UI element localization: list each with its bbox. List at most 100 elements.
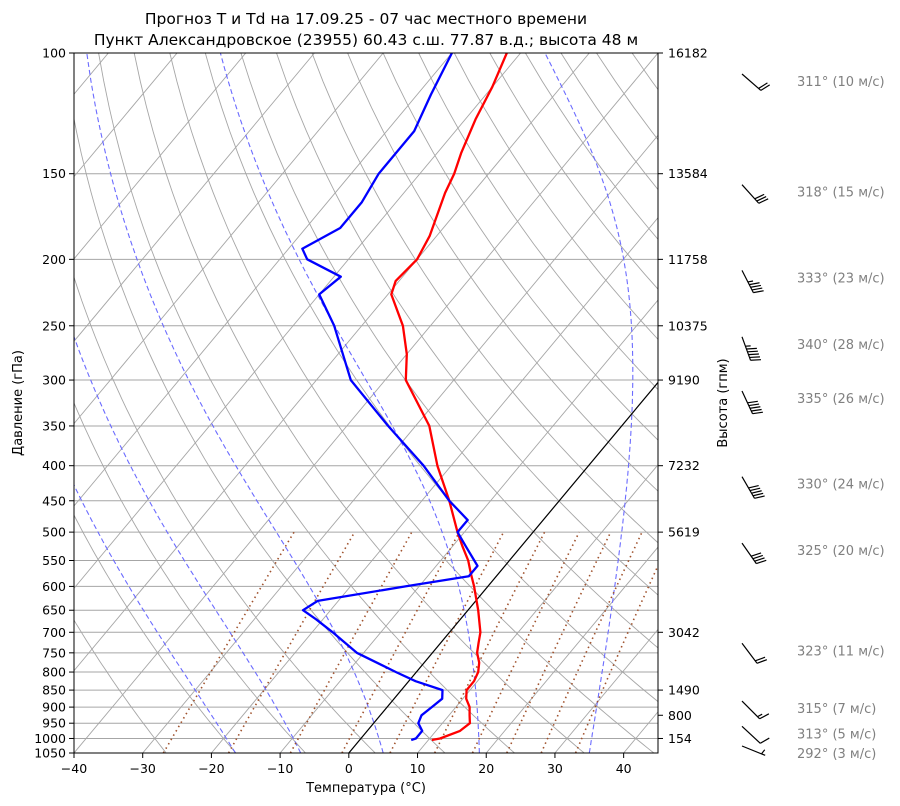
barb-flag [751,287,763,291]
temperature-line [390,53,508,742]
barb-flag [759,737,770,744]
pressure-tick-label: 100 [42,46,66,61]
barb-flag [749,282,760,286]
wind-label: 335° (26 м/с) [797,392,885,407]
wind-label: 330° (24 м/с) [797,478,885,493]
pressure-tick-label: 700 [42,625,66,640]
barb-staff [741,184,760,204]
x-tick-label: 40 [616,761,632,776]
pressure-tick-label: 350 [42,418,66,433]
x-tick-label: 10 [410,761,426,776]
dry-adiabat [453,53,658,340]
pressure-tick-label: 150 [42,166,66,181]
wind-label: 323° (11 м/с) [797,644,885,659]
barb-staff [741,270,754,293]
dry-adiabat [311,53,658,544]
isotherm [74,53,384,425]
isotherm [74,53,521,589]
barb-flag [752,411,763,415]
mixing-ratio-line [540,531,643,753]
profile-lines [301,53,658,753]
wind-barb [741,542,767,565]
barb-staff [741,642,758,664]
pressure-tick-label: 300 [42,373,66,388]
mixing-ratio-line [471,531,580,753]
moist-adiabat [74,483,236,753]
y-axis-label: Давление (гПа) [11,350,26,456]
height-tick-label: 154 [668,731,692,746]
isotherm [142,134,658,753]
pressure-tick-label: 600 [42,579,66,594]
mixing-ratio-line [574,563,658,753]
barb-flag [749,406,761,409]
barb-flag [747,350,758,353]
dry-adiabat [418,53,658,391]
dry-adiabat [74,514,237,753]
height-tick-label: 7232 [668,458,700,473]
dry-adiabat [276,53,658,596]
barb-flag [750,359,762,361]
barb-flag [758,82,768,89]
wind-label: 318° (15 м/с) [797,186,885,201]
dry-adiabat [169,53,655,753]
pressure-tick-label: 200 [42,252,66,267]
barb-flag [751,408,762,412]
moist-adiabat [219,53,480,753]
zero-isotherm-line [348,381,658,753]
barb-flag [758,198,769,204]
barb-staff [741,725,761,744]
wind-barb [741,390,763,415]
barb-half-flag [747,280,754,283]
wind-barb [741,336,762,361]
barb-flag [754,495,765,499]
mixing-ratio-line [289,531,413,753]
barb-flag [750,284,762,288]
height-tick-label: 11758 [668,252,708,267]
height-tick-label: 9190 [668,373,700,388]
pressure-tick-label: 450 [42,493,66,508]
wind-label: 315° (7 м/с) [797,702,876,717]
barb-flag [754,557,765,562]
pressure-tick-label: 400 [42,458,66,473]
wind-barb [741,184,769,204]
barb-flag [746,347,757,350]
mixing-ratio-line [162,531,295,753]
barb-flag [752,554,763,560]
isotherm [74,53,247,260]
barb-flag [753,290,764,294]
x-tick-label: −30 [130,761,156,776]
barb-flag [748,353,759,356]
isotherm [417,464,658,753]
x-tick-label: −10 [267,761,293,776]
height-tick-label: 800 [668,708,692,723]
barb-flag [759,713,770,720]
isotherm [74,53,315,342]
x-tick-label: −20 [198,761,224,776]
barb-flag [749,487,761,492]
wind-label: 340° (28 м/с) [797,338,885,353]
wind-barb [741,73,771,91]
pressure-tick-label: 800 [42,665,66,680]
barb-flag [760,84,771,91]
barb-staff [741,73,762,91]
moist-adiabat [544,53,634,753]
pressure-tick-label: 650 [42,603,66,618]
isotherm [485,546,658,753]
height-tick-label: 13584 [668,166,708,181]
height-tick-label: 1490 [668,683,700,698]
dry-adiabat [74,401,306,753]
x-tick-label: 20 [478,761,494,776]
wind-barb [741,642,768,664]
isotherm [554,628,658,753]
chart-title: Прогноз T и Td на 17.09.25 - 07 час мест… [145,10,587,28]
height-tick-label: 5619 [668,525,700,540]
axes: 1001502002503003504004505005506006507007… [34,46,708,777]
isotherm [74,53,453,507]
barb-staff [741,542,757,564]
dry-adiabat [240,53,658,649]
isotherm [74,53,658,753]
wind-label: 325° (20 м/с) [797,544,885,559]
wind-label: 313° (5 м/с) [797,727,876,742]
x-axis-label: Температура (°C) [305,781,426,796]
